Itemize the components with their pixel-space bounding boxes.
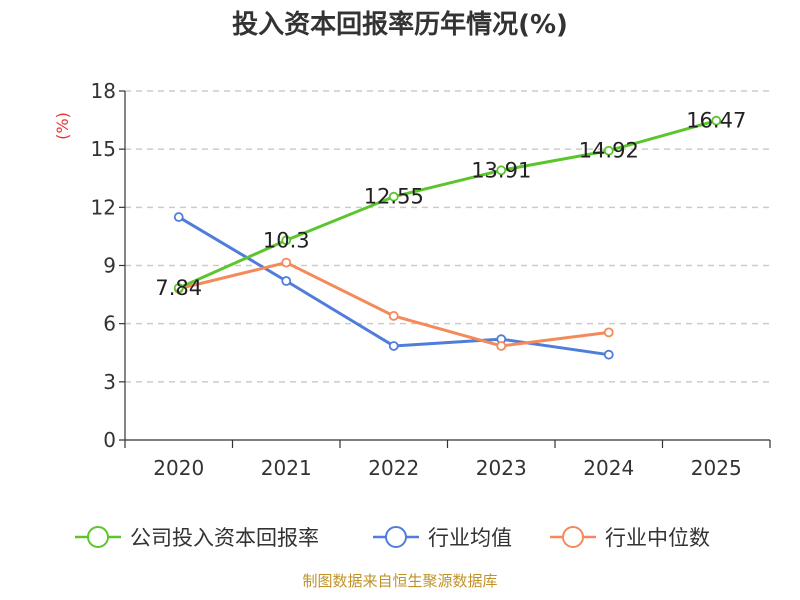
point-s2-2024 bbox=[603, 327, 614, 338]
point-s0-2020 bbox=[173, 283, 184, 293]
x-tick-label-2025: 2025 bbox=[691, 456, 742, 480]
y-tick-label-9: 9 bbox=[103, 254, 116, 278]
point-s2-2023 bbox=[496, 341, 507, 351]
source-note: 制图数据来自恒生聚源数据库 bbox=[302, 572, 497, 590]
point-s2-2021 bbox=[281, 257, 292, 268]
chart-title: 投入资本回报率历年情况(%) bbox=[232, 9, 568, 40]
y-tick-label-12: 12 bbox=[91, 195, 116, 219]
legend-label-0: 公司投入资本回报率 bbox=[130, 526, 319, 550]
series-line-0 bbox=[178, 119, 717, 290]
legend-marker-0 bbox=[87, 526, 109, 548]
axes: 0 3 6 9 12 15 18 2020 2021 2022 2023 2024 2025 bbox=[91, 79, 771, 480]
data-label-2020: 7.84 bbox=[155, 276, 202, 300]
point-s1-2022 bbox=[388, 341, 399, 351]
point-s0-2021 bbox=[281, 235, 292, 246]
x-tick-label-2020: 2020 bbox=[153, 456, 204, 480]
y-tick-label-18: 18 bbox=[91, 79, 116, 103]
legend-marker-2 bbox=[562, 526, 584, 548]
data-labels: 7.84 10.3 12.55 13.91 14.92 16.47 bbox=[155, 109, 746, 300]
x-tick-label-2022: 2022 bbox=[368, 456, 419, 480]
x-tick-label-2024: 2024 bbox=[583, 456, 634, 480]
point-s0-2022 bbox=[388, 191, 399, 202]
data-label-2023: 13.91 bbox=[471, 158, 531, 182]
series-group bbox=[173, 115, 722, 360]
data-label-2025: 16.47 bbox=[686, 109, 746, 133]
y-axis-label: (%) bbox=[53, 112, 72, 140]
legend-marker-1 bbox=[385, 526, 407, 548]
point-s1-2020 bbox=[173, 212, 184, 222]
data-label-2021: 10.3 bbox=[263, 228, 310, 252]
legend-label-2: 行业中位数 bbox=[605, 526, 710, 550]
y-tick-label-3: 3 bbox=[103, 370, 116, 394]
x-tick-label-2023: 2023 bbox=[476, 456, 527, 480]
data-label-2022: 12.55 bbox=[364, 185, 424, 209]
series-line-2 bbox=[178, 261, 609, 348]
series-line-1 bbox=[177, 215, 609, 357]
legend-label-1: 行业均值 bbox=[428, 526, 512, 550]
point-s1-2024 bbox=[603, 349, 614, 360]
y-tick-label-0: 0 bbox=[103, 428, 116, 452]
legend: 公司投入资本回报率 行业均值 行业中位数 bbox=[75, 526, 710, 550]
point-s0-2025 bbox=[711, 115, 722, 126]
point-s0-2024 bbox=[603, 145, 614, 156]
x-tick-label-2021: 2021 bbox=[261, 456, 312, 480]
grid-lines bbox=[125, 90, 770, 383]
point-s2-2022 bbox=[388, 311, 399, 321]
y-tick-label-6: 6 bbox=[103, 312, 116, 336]
data-label-2024: 14.92 bbox=[579, 139, 639, 163]
point-s0-2023 bbox=[496, 165, 507, 176]
point-s1-2021 bbox=[281, 276, 292, 286]
y-tick-label-15: 15 bbox=[91, 137, 116, 161]
